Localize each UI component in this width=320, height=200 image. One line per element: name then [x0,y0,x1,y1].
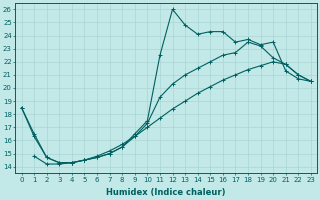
X-axis label: Humidex (Indice chaleur): Humidex (Indice chaleur) [107,188,226,197]
